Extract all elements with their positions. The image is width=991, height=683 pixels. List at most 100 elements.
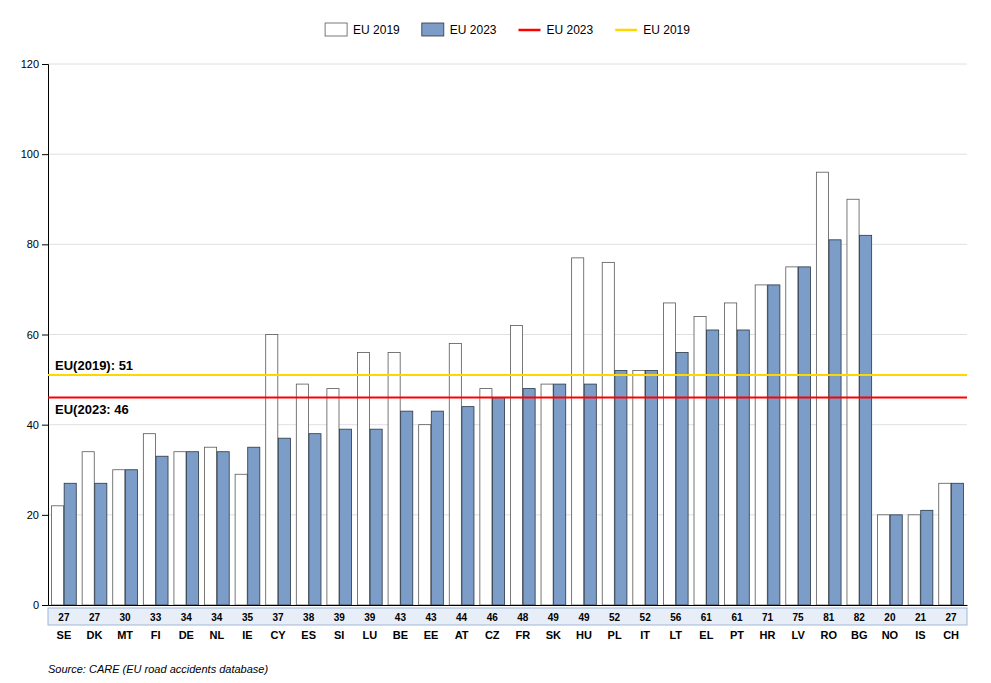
reference-line (48, 397, 967, 399)
x-tick-label: FI (151, 629, 161, 641)
data-label: 27 (89, 612, 101, 623)
data-label: 39 (364, 612, 376, 623)
legend-swatch (615, 29, 637, 32)
bar (205, 447, 217, 605)
bar (480, 389, 492, 605)
bar (694, 316, 706, 605)
x-tick-label: ES (301, 629, 316, 641)
y-tick: 0 (33, 599, 48, 611)
bar (510, 325, 522, 605)
bar (370, 429, 382, 605)
bar-series (64, 235, 963, 605)
bar (847, 199, 859, 605)
data-label: 43 (425, 612, 437, 623)
legend: EU 2019EU 2023EU 2023EU 2019 (325, 23, 690, 37)
x-tick-label: CH (943, 629, 959, 641)
data-label: 61 (701, 612, 713, 623)
bar (541, 384, 553, 605)
bar (431, 411, 443, 605)
y-tick-label: 100 (21, 148, 39, 160)
bar (156, 456, 168, 605)
x-tick-label: EE (424, 629, 439, 641)
data-label: 35 (242, 612, 254, 623)
annotation: EU(2023: 46 (55, 402, 129, 417)
x-tick-label: CZ (485, 629, 500, 641)
y-tick-label: 80 (27, 238, 39, 250)
data-labels: 2727303334343537383939434344464849495252… (48, 608, 967, 625)
x-tick-label: PL (608, 629, 622, 641)
bar (816, 172, 828, 605)
x-axis: SEDKMTFIDENLIECYESSILUBEEEATCZFRSKHUPLIT… (49, 605, 968, 641)
bar (939, 483, 951, 605)
data-label: 37 (272, 612, 284, 623)
y-tick: 80 (27, 238, 48, 250)
data-label: 49 (548, 612, 560, 623)
bar (357, 353, 369, 605)
bar (645, 371, 657, 605)
bar (449, 344, 461, 605)
y-tick-label: 20 (27, 509, 39, 521)
bars (52, 172, 964, 605)
x-tick-label: FR (515, 629, 530, 641)
x-tick-label: CY (270, 629, 286, 641)
bar (615, 371, 627, 605)
y-tick-label: 40 (27, 419, 39, 431)
data-label: 44 (456, 612, 468, 623)
data-label: 27 (946, 612, 958, 623)
x-tick-label: HU (576, 629, 592, 641)
bar (725, 303, 737, 605)
bar (737, 330, 749, 605)
bar (860, 235, 872, 605)
data-label: 82 (854, 612, 866, 623)
bar (339, 429, 351, 605)
bar (401, 411, 413, 605)
bar (786, 267, 798, 605)
bar (554, 384, 566, 605)
bar (768, 285, 780, 605)
bar (492, 398, 504, 605)
bar (798, 267, 810, 605)
data-label: 38 (303, 612, 315, 623)
legend-label: EU 2023 (450, 23, 497, 37)
data-label: 33 (150, 612, 162, 623)
y-tick-mark (42, 605, 48, 606)
bar (52, 506, 64, 605)
x-tick-label: EL (699, 629, 713, 641)
data-label: 49 (578, 612, 590, 623)
legend-item: EU 2019 (325, 23, 400, 37)
reference-lines (48, 375, 967, 398)
y-tick: 60 (27, 329, 48, 341)
grid-line (48, 64, 967, 65)
legend-swatch (519, 29, 541, 32)
bar (82, 452, 94, 605)
bar (755, 285, 767, 605)
data-label: 52 (640, 612, 652, 623)
y-tick-label: 60 (27, 329, 39, 341)
data-label-strip (48, 608, 967, 625)
y-tick: 40 (27, 419, 48, 431)
x-tick-label: IE (242, 629, 252, 641)
x-tick-label: IS (915, 629, 925, 641)
x-tick-label: BE (393, 629, 408, 641)
data-label: 81 (823, 612, 835, 623)
legend-swatch (422, 23, 444, 36)
bar (113, 470, 125, 605)
x-tick-label: DE (179, 629, 194, 641)
bar (235, 474, 247, 605)
bar (707, 330, 719, 605)
data-label: 56 (670, 612, 682, 623)
data-label: 71 (762, 612, 774, 623)
y-tick: 100 (21, 148, 48, 160)
legend-label: EU 2019 (643, 23, 690, 37)
y-tick-mark (42, 515, 48, 516)
data-label: 21 (915, 612, 927, 623)
bar (890, 515, 902, 605)
y-tick-mark (42, 425, 48, 426)
x-tick-label: BG (851, 629, 868, 641)
chart: 020406080100120SEDKMTFIDENLIECYESSILUBEE… (0, 0, 991, 683)
x-tick-label: IT (640, 629, 650, 641)
bar (309, 434, 321, 605)
bar (419, 425, 431, 605)
annotation: EU(2019): 51 (55, 358, 133, 373)
bar (143, 434, 155, 605)
